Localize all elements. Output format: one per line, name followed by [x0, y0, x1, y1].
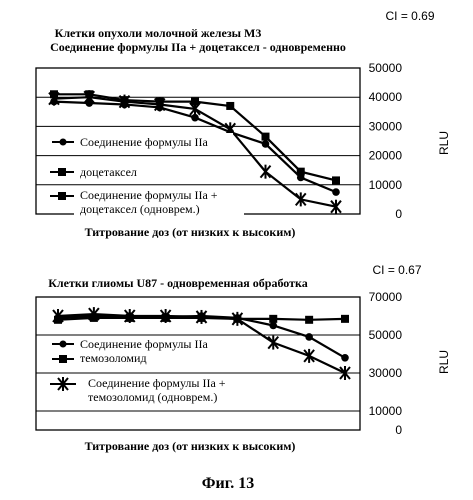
chart-1-legend-marker-dot	[60, 139, 67, 146]
figure-caption: Фиг. 13	[202, 475, 254, 492]
chart-1-legend-label-1: Соединение формулы IIa	[80, 135, 208, 149]
chart-1-y-tick-label: 50000	[369, 61, 403, 75]
chart-2-point-s2-7	[269, 315, 277, 323]
chart-2-y-tick-labels: 0 10000 30000 50000 70000	[369, 290, 403, 437]
chart-1-ci-label: CI = 0.69	[385, 9, 434, 23]
chart-1-legend-marker-star	[58, 192, 66, 200]
chart-1: Клетки опухоли молочной железы М3 Соедин…	[36, 9, 451, 239]
chart-1-point-s1-7	[262, 140, 270, 148]
chart-1-point-s2-7	[262, 133, 270, 141]
chart-1-legend: Соединение формулы IIa доцетаксел Соедин…	[50, 133, 244, 218]
chart-2-legend-label-1: Соединение формулы IIa	[80, 337, 208, 351]
chart-2-y-tick-label: 70000	[369, 290, 403, 304]
chart-1-y-tick-label: 20000	[369, 149, 403, 163]
chart-2-point-s3-7	[268, 336, 278, 350]
chart-2-point-s2-9	[341, 315, 349, 323]
chart-1-point-s3-7	[261, 165, 271, 179]
chart-2-legend-marker-square	[59, 355, 67, 363]
chart-1-legend-marker-square	[58, 168, 66, 176]
chart-1-point-s2-9	[332, 176, 340, 184]
chart-2-y-tick-label: 10000	[369, 404, 403, 418]
chart-1-point-s2-8	[297, 168, 305, 176]
chart-2-x-axis-label: Титрование доз (от низких к высоким)	[85, 439, 296, 453]
chart-1-legend-label-2: доцетаксел	[80, 165, 137, 179]
chart-2-point-s2-8	[305, 316, 313, 324]
chart-1-y-tick-labels: 0 10000 20000 30000 40000 50000	[369, 61, 403, 221]
chart-2-title: Клетки глиомы U87 - одновременная обрабо…	[48, 276, 308, 290]
chart-1-y-tick-label: 30000	[369, 119, 403, 133]
chart-1-y-tick-label: 10000	[369, 178, 403, 192]
chart-2-point-s3-8	[304, 349, 314, 363]
chart-2-y-tick-label: 0	[395, 423, 402, 437]
chart-1-y-tick-label: 40000	[369, 90, 403, 104]
chart-2-legend-marker-dot	[60, 341, 67, 348]
chart-2-legend-label-3: Соединение формулы IIa + темозоломид (од…	[88, 376, 229, 404]
chart-1-y-tick-label: 0	[395, 207, 402, 221]
chart-2: Клетки глиомы U87 - одновременная обрабо…	[36, 263, 451, 453]
chart-1-legend-label-3: Соединение формулы IIa + доцетаксел (одн…	[80, 188, 221, 216]
chart-2-y-tick-label: 30000	[369, 366, 403, 380]
chart-1-y-axis-label: RLU	[437, 131, 451, 155]
chart-1-point-s2-6	[226, 102, 234, 110]
chart-1-point-s1-9	[332, 188, 340, 196]
chart-1-x-axis-label: Титрование доз (от низких к высоким)	[85, 225, 296, 239]
chart-2-legend-label-2: темозоломид	[80, 351, 147, 365]
chart-2-ci-label: CI = 0.67	[372, 263, 421, 277]
chart-1-title: Клетки опухоли молочной железы М3	[55, 26, 262, 40]
chart-2-point-s1-9	[341, 354, 349, 362]
chart-1-subtitle: Соединение формулы IIa + доцетаксел - од…	[50, 40, 346, 54]
chart-2-y-tick-label: 50000	[369, 328, 403, 342]
chart-2-point-s1-8	[305, 333, 313, 341]
chart-2-y-axis-label: RLU	[437, 350, 451, 374]
chart-2-legend: Соединение формулы IIa темозоломид Соеди…	[50, 336, 264, 406]
